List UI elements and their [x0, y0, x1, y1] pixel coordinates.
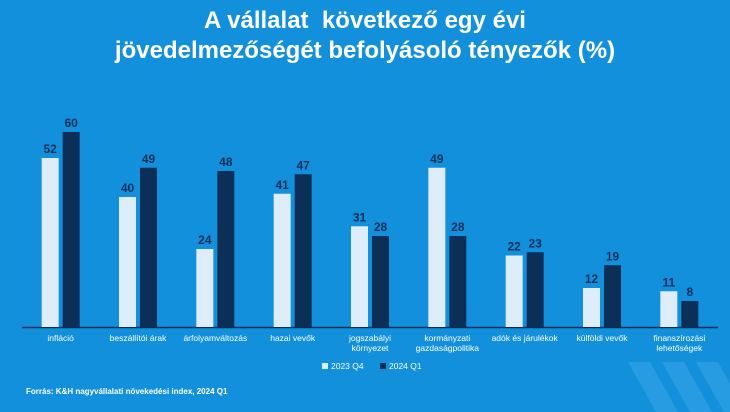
data-label: 31	[353, 210, 367, 224]
x-tick-label: lehetőségek	[656, 343, 703, 353]
bar-2024q1	[526, 252, 544, 327]
bar-2023q4	[41, 158, 59, 327]
bar-2024q1	[294, 174, 312, 327]
data-label: 28	[374, 220, 388, 234]
x-tick-label: gazdaságpolitika	[416, 343, 480, 353]
legend-label: 2024 Q1	[389, 361, 422, 371]
bar-2023q4	[351, 226, 368, 327]
source-note: Forrás: K&H nagyvállalati növekedési ind…	[26, 387, 228, 396]
legend-label: 2023 Q4	[331, 361, 364, 371]
title-line-1: A vállalat következő egy évi	[204, 7, 526, 34]
bar-2023q4	[583, 288, 600, 327]
data-label: 19	[606, 249, 620, 263]
legend-swatch-2024q1	[380, 363, 386, 369]
data-label: 11	[662, 275, 675, 289]
bar-2024q1	[681, 301, 699, 327]
x-tick-label: jogszabályi	[348, 333, 391, 343]
data-label: 48	[219, 155, 233, 169]
data-label: 52	[43, 142, 57, 156]
legend-swatch-2023q4	[322, 363, 328, 369]
x-tick-label: külföldi vevők	[576, 333, 628, 343]
x-tick-label: infláció	[47, 333, 74, 343]
data-label: 60	[64, 116, 78, 130]
data-label: 23	[528, 236, 542, 250]
data-label: 40	[121, 181, 135, 195]
bar-2024q1	[372, 236, 389, 327]
bar-2024q1	[62, 132, 80, 327]
bar-2023q4	[273, 193, 291, 327]
x-tick-label: finanszírozási	[653, 333, 705, 343]
bar-2023q4	[505, 255, 523, 327]
title-line-2: jövedelmezőségét befolyásoló tényezők (%…	[114, 37, 616, 64]
data-label: 49	[430, 152, 444, 166]
data-label: 24	[198, 233, 212, 247]
x-tick-label: árfolyamváltozás	[183, 333, 247, 343]
x-tick-label: adók és járulékok	[492, 333, 559, 343]
bar-2024q1	[604, 265, 621, 327]
x-tick-label: hazai vevők	[270, 333, 316, 343]
data-label: 49	[142, 152, 156, 166]
bar-2023q4	[196, 249, 214, 327]
x-tick-label: beszállítói árak	[110, 333, 167, 343]
bar-2024q1	[140, 167, 157, 327]
bar-2024q1	[217, 171, 235, 327]
x-tick-label: kormányzati	[424, 333, 470, 343]
data-label: 12	[585, 272, 599, 286]
bar-2023q4	[119, 197, 136, 327]
chevron-decoration-icon	[628, 362, 730, 412]
data-label: 22	[507, 240, 521, 254]
data-label: 28	[451, 220, 465, 234]
data-label: 47	[296, 158, 310, 172]
data-label: 8	[686, 285, 693, 299]
x-tick-label: környezet	[352, 343, 389, 353]
bar-2023q4	[428, 167, 446, 327]
data-label: 41	[275, 178, 289, 192]
bar-2024q1	[449, 236, 467, 327]
chart-title: A vállalat következő egy évi jövedelmező…	[0, 6, 730, 66]
bar-2023q4	[660, 291, 678, 327]
